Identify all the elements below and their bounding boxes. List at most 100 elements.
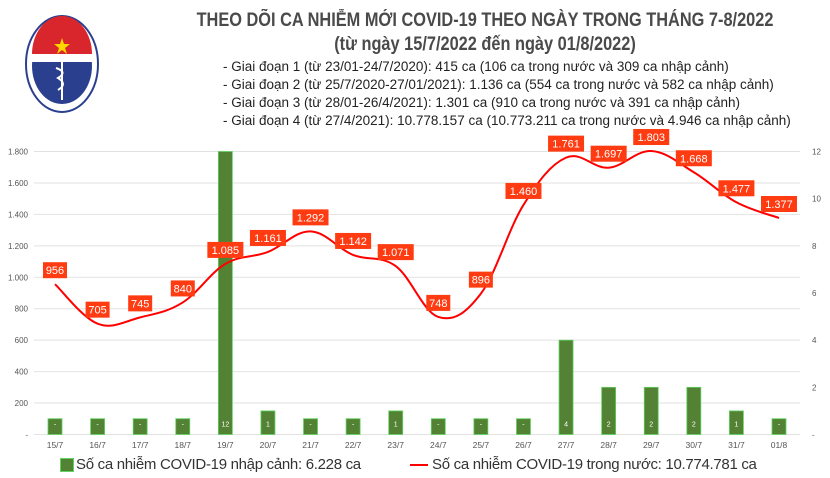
x-tick-label: 21/7: [302, 440, 319, 450]
legend-bar-swatch: [60, 457, 74, 472]
line-data-label-box: [207, 241, 244, 258]
x-tick-label: 18/7: [174, 440, 191, 450]
phase-note-4: - Giai đoạn 4 (từ 27/4/2021): 10.778.157…: [223, 113, 791, 128]
x-tick-label: 24/7: [430, 440, 447, 450]
bar-imported: [260, 410, 276, 435]
y-right-tick-label: 6: [812, 289, 817, 298]
y-left-tick-label: 1.000: [8, 273, 29, 282]
line-data-label: 1.377: [765, 199, 793, 211]
x-tick-label: 22/7: [345, 440, 362, 450]
line-data-label-box: [43, 262, 67, 279]
y-left-tick-label: -: [25, 431, 28, 440]
bar-imported: [388, 410, 404, 435]
bar-imported: [430, 418, 446, 435]
x-tick-label: 30/7: [686, 440, 703, 450]
bar-imported: [132, 418, 148, 435]
legend-item-imported: Số ca nhiễm COVID-19 nhập cảnh: 6.228 ca: [60, 456, 361, 473]
bar-label: -: [352, 422, 355, 429]
x-tick-label: 01/8: [771, 440, 788, 450]
line-data-label-box: [292, 209, 329, 226]
line-data-label-box: [335, 232, 372, 249]
x-tick-label: 16/7: [89, 440, 106, 450]
x-tick-label: 28/7: [600, 440, 617, 450]
chart-subtitle: (từ ngày 15/7/2022 đến ngày 01/8/2022): [334, 34, 636, 55]
line-data-label-box: [675, 150, 712, 167]
y-right-tick-label: 2: [812, 383, 817, 392]
line-data-label: 1.460: [510, 186, 538, 198]
bar-imported: [601, 386, 617, 435]
legend-line-swatch: [410, 463, 428, 466]
line-domestic: [54, 150, 780, 327]
bar-label: 1: [394, 422, 398, 429]
x-tick-label: 31/7: [728, 440, 745, 450]
line-data-label: 748: [429, 298, 447, 310]
line-data-label-box: [761, 196, 797, 213]
bar-label: -: [96, 422, 99, 429]
y-left-tick-label: 200: [15, 399, 29, 408]
bar-imported: [558, 339, 574, 435]
bar-label: 2: [607, 422, 611, 429]
line-data-label-box: [426, 294, 451, 311]
bar-imported: [643, 386, 659, 435]
bar-imported: [473, 418, 489, 435]
phase-note-3: - Giai đoạn 3 (từ 28/01-26/4/2021): 1.30…: [223, 95, 741, 110]
line-data-label: 1.477: [723, 183, 751, 195]
bar-label: -: [182, 422, 185, 429]
x-tick-label: 23/7: [387, 440, 404, 450]
x-tick-label: 27/7: [558, 440, 575, 450]
line-data-label: 956: [46, 265, 64, 277]
x-tick-label: 25/7: [473, 440, 490, 450]
line-data-label-box: [505, 182, 542, 199]
bar-imported: [516, 418, 531, 435]
x-tick-label: 19/7: [217, 440, 234, 450]
line-data-label: 1.761: [552, 139, 580, 151]
bar-imported: [175, 418, 191, 435]
y-left-tick-label: 800: [15, 305, 29, 314]
line-data-label: 896: [472, 275, 490, 287]
y-left-tick-label: 1.200: [8, 242, 29, 251]
bar-label: -: [522, 422, 525, 429]
line-data-label: 1.668: [680, 153, 708, 165]
y-right-tick-label: 10: [812, 195, 821, 204]
bar-label: -: [309, 422, 312, 429]
x-tick-label: 20/7: [260, 440, 277, 450]
bar-label: -: [54, 422, 57, 429]
line-data-label-box: [249, 229, 286, 246]
bar-label: 2: [692, 422, 696, 429]
line-data-label-box: [633, 129, 670, 146]
x-tick-label: 17/7: [132, 440, 149, 450]
line-data-label: 1.803: [637, 132, 665, 144]
line-data-label-box: [128, 295, 153, 312]
bar-imported: [771, 418, 787, 435]
line-data-label-box: [468, 271, 493, 288]
y-left-tick-label: 400: [15, 368, 29, 377]
line-data-label: 1.697: [595, 149, 623, 161]
bar-label: 12: [221, 422, 229, 429]
line-data-label-box: [590, 145, 627, 162]
x-tick-label: 26/7: [515, 440, 532, 450]
y-right-tick-label: -: [812, 431, 815, 440]
bar-label: -: [437, 422, 440, 429]
phase-note-2: - Giai đoạn 2 (từ 25/7/2020-27/01/2021):…: [223, 77, 774, 92]
line-data-label-box: [548, 135, 585, 152]
bar-imported: [686, 386, 702, 435]
line-data-label: 840: [174, 283, 192, 295]
line-data-label: 1.161: [254, 233, 282, 245]
line-data-label: 745: [131, 298, 149, 310]
legend-label-domestic: Số ca nhiễm COVID-19 trong nước: 10.774.…: [432, 456, 757, 473]
line-data-label: 705: [88, 305, 106, 317]
y-left-tick-label: 1.400: [8, 210, 29, 219]
legend-item-domestic: Số ca nhiễm COVID-19 trong nước: 10.774.…: [410, 456, 757, 473]
bar-imported: [90, 418, 105, 435]
line-data-label-box: [377, 244, 414, 261]
bar-label: 1: [266, 422, 270, 429]
phase-note-1: - Giai đoạn 1 (từ 23/01-24/7/2020): 415 …: [223, 59, 729, 74]
x-tick-label: 15/7: [47, 440, 64, 450]
bar-label: -: [778, 422, 781, 429]
y-right-tick-label: 12: [812, 148, 821, 157]
bar-label: -: [139, 422, 142, 429]
x-tick-label: 29/7: [643, 440, 660, 450]
legend-label-imported: Số ca nhiễm COVID-19 nhập cảnh: 6.228 ca: [76, 456, 361, 473]
